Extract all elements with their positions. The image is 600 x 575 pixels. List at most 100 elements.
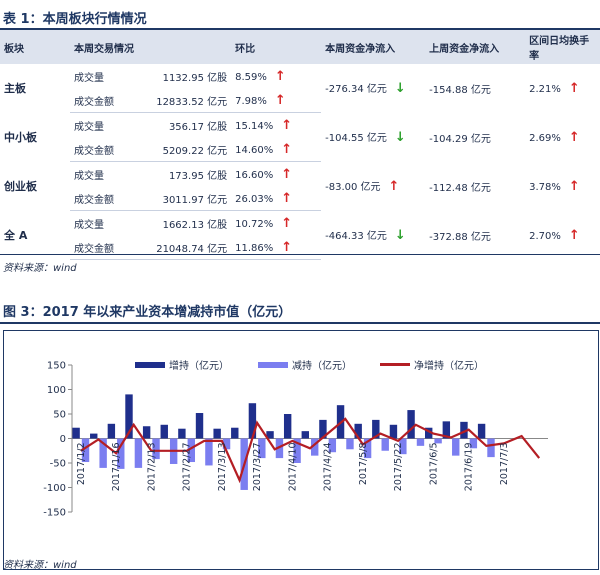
amount-label: 成交金额 <box>70 137 130 162</box>
legend-decrease: 减持（亿元） <box>258 357 352 372</box>
net-inflow-value: -276.34 亿元 <box>325 84 387 96</box>
volume-label: 成交量 <box>74 121 104 133</box>
legend-increase-swatch <box>135 361 165 368</box>
amount-value: 12833.52 亿元 <box>129 88 232 113</box>
legend-net: 净增持（亿元） <box>380 357 484 372</box>
table-row: 主板 成交量 1132.95 亿股 8.59% ↑ -276.34 亿元 ↓ -154.88 … <box>0 64 600 97</box>
volume-value: 1132.95 亿股 <box>162 72 228 84</box>
table-bottom-rule <box>0 254 600 255</box>
amount-label: 成交金额 <box>70 235 130 260</box>
amount-change-value: 26.03% <box>235 193 274 205</box>
turnover-rate: 2.70% ↑ <box>525 211 600 260</box>
turnover-rate-value: 2.21% <box>529 83 561 95</box>
turnover-rate-value: 3.78% <box>529 181 561 193</box>
header-change: 环比 <box>231 30 322 64</box>
table-source: 资料来源：wind <box>3 263 77 274</box>
board-name: 全 A <box>4 229 28 242</box>
figure-title: 图 3：2017 年以来产业资本增减持市值（亿元） <box>3 305 292 320</box>
arrow-up-icon: ↑ <box>281 117 293 133</box>
arrow-up-icon: ↑ <box>281 215 293 231</box>
net-inflow: -104.55 亿元 ↓ <box>321 113 425 162</box>
volume-change-value: 16.60% <box>235 169 274 181</box>
volume-change-value: 15.14% <box>235 120 274 132</box>
net-inflow-value: -83.00 亿元 <box>325 182 381 193</box>
volume-change: 16.60% ↑ <box>231 162 321 187</box>
arrow-up-icon: ↑ <box>281 141 293 157</box>
net-inflow-value: -464.33 亿元 <box>325 231 387 242</box>
arrow-up-icon: ↑ <box>568 80 580 96</box>
table-row: 中小板 成交量 356.17 亿股 15.14% ↑ -104.55 亿元 ↓ -104.29… <box>0 113 600 146</box>
arrow-up-icon: ↑ <box>274 92 286 108</box>
table-row: 创业板 成交量 173.95 亿股 16.60% ↑ -83.00 亿元 ↑ -112.48 … <box>0 162 600 195</box>
arrow-up-icon: ↑ <box>568 129 580 145</box>
legend-decrease-swatch <box>258 361 288 368</box>
last-week-inflow: -154.88 亿元 <box>429 84 491 96</box>
amount-value: 5209.22 亿元 <box>129 137 232 162</box>
figure-top-rule <box>0 322 600 324</box>
volume-change: 10.72% ↑ <box>231 211 321 236</box>
net-inflow-value: -104.55 亿元 <box>325 133 387 144</box>
amount-value: 3011.97 亿元 <box>129 186 232 211</box>
arrow-down-icon: ↓ <box>394 81 406 97</box>
figure-source: 资料来源：wind <box>3 560 77 571</box>
arrow-up-icon: ↑ <box>388 179 400 194</box>
last-week-inflow: -112.48 亿元 <box>429 182 491 194</box>
board-name: 中小板 <box>4 131 37 144</box>
turnover-rate-value: 2.70% <box>529 230 561 242</box>
arrow-up-icon: ↑ <box>568 178 580 194</box>
arrow-down-icon: ↓ <box>394 130 406 145</box>
table-top-rule <box>0 28 600 30</box>
arrow-up-icon: ↑ <box>274 68 286 84</box>
table-row: 成交金额 5209.22 亿元 14.60% ↑ <box>0 137 600 162</box>
turnover-rate: 3.78% ↑ <box>525 162 600 211</box>
volume-change-value: 8.59% <box>235 71 267 83</box>
legend-increase-label: 增持（亿元） <box>169 361 229 372</box>
net-inflow: -464.33 亿元 ↓ <box>321 211 425 260</box>
header-trading: 本周交易情况 <box>70 30 232 64</box>
amount-change: 11.86% ↑ <box>231 235 322 260</box>
arrow-down-icon: ↓ <box>394 228 406 243</box>
board-market-table: 板块 本周交易情况 环比 本周资金净流入 上周资金净流入 区间日均换手率 主板成… <box>0 30 600 260</box>
volume-label: 成交量 <box>74 219 104 231</box>
amount-label: 成交金额 <box>70 88 130 113</box>
legend-decrease-label: 减持（亿元） <box>292 361 352 372</box>
amount-change: 26.03% ↑ <box>231 186 322 211</box>
legend-net-label: 净增持（亿元） <box>414 361 484 372</box>
arrow-up-icon: ↑ <box>281 239 293 255</box>
header-net-inflow: 本周资金净流入 <box>321 30 426 64</box>
net-inflow: -276.34 亿元 ↓ <box>321 64 425 113</box>
legend-increase: 增持（亿元） <box>135 357 229 372</box>
volume-change-value: 10.72% <box>235 218 274 230</box>
last-week-inflow: -104.29 亿元 <box>429 133 491 145</box>
header-turnover: 区间日均换手率 <box>525 30 600 64</box>
header-board: 板块 <box>0 30 70 64</box>
header-last-week-inflow: 上周资金净流入 <box>425 30 526 64</box>
volume-value: 356.17 亿股 <box>168 121 228 133</box>
amount-value: 21048.74 亿元 <box>129 235 232 260</box>
amount-change: 14.60% ↑ <box>231 137 322 162</box>
amount-label: 成交金额 <box>70 186 130 211</box>
volume-value: 1662.13 亿股 <box>162 219 228 231</box>
amount-change-value: 11.86% <box>235 242 274 254</box>
board-name: 主板 <box>4 82 26 96</box>
turnover-rate: 2.21% ↑ <box>525 64 600 113</box>
last-week-inflow: -372.88 亿元 <box>429 231 491 243</box>
volume-change: 8.59% ↑ <box>231 64 321 88</box>
arrow-up-icon: ↑ <box>281 190 293 206</box>
legend-net-swatch <box>380 363 410 366</box>
volume-label: 成交量 <box>74 72 104 84</box>
turnover-rate-value: 2.69% <box>529 132 561 144</box>
table-header-row: 板块 本周交易情况 环比 本周资金净流入 上周资金净流入 区间日均换手率 <box>0 30 600 64</box>
table-row: 成交金额 21048.74 亿元 11.86% ↑ <box>0 235 600 260</box>
volume-label: 成交量 <box>74 170 104 182</box>
chart-frame <box>3 330 599 570</box>
table-row: 成交金额 12833.52 亿元 7.98% ↑ <box>0 88 600 113</box>
amount-change-value: 14.60% <box>235 144 274 156</box>
table-row: 全 A 成交量 1662.13 亿股 10.72% ↑ -464.33 亿元 ↓ -372.8… <box>0 211 600 244</box>
volume-value: 173.95 亿股 <box>168 170 228 182</box>
board-name: 创业板 <box>4 180 37 193</box>
arrow-up-icon: ↑ <box>568 227 580 243</box>
volume-change: 15.14% ↑ <box>231 113 321 138</box>
turnover-rate: 2.69% ↑ <box>525 113 600 162</box>
table-title: 表 1：本周板块行情情况 <box>3 12 147 27</box>
